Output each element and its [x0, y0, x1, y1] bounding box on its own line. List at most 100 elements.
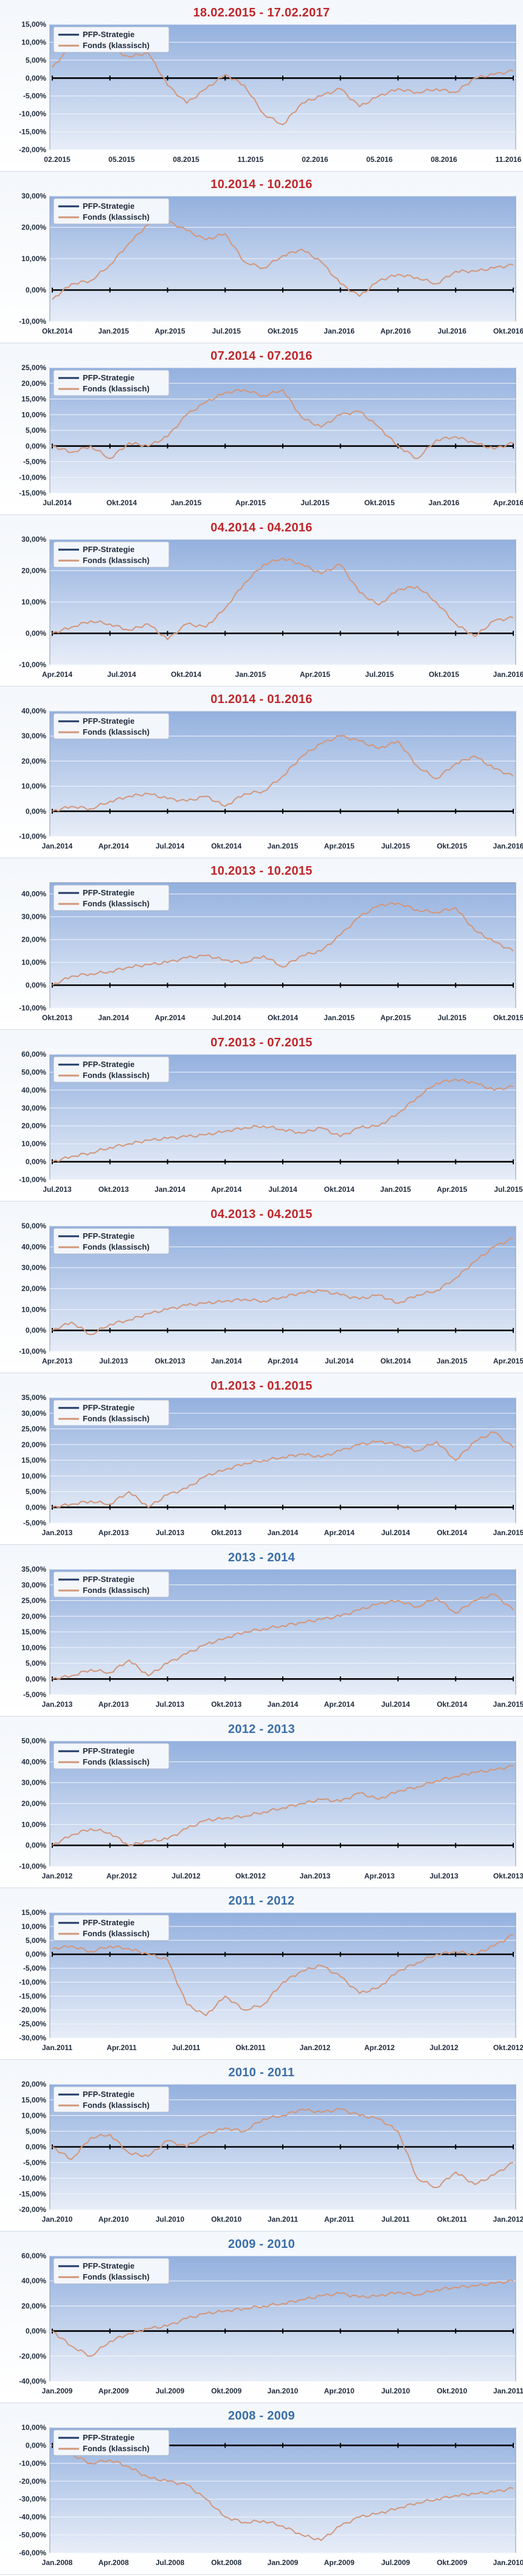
y-tick-label: 15,00% [21, 1628, 46, 1636]
x-tick-label: Jul.2013 [99, 1357, 128, 1365]
x-tick-label: Apr.2014 [154, 1013, 185, 1022]
y-tick-label: 0,00% [26, 2327, 46, 2336]
x-tick-label: Okt.2013 [211, 1528, 241, 1537]
line-chart: 10,00% 0,00% -10,00% -20,00% -30,00% -40,00% -… [19, 2423, 523, 2567]
chart-panel: 01.2014 - 01.2016 40,00% 30,00% 20,00% 10,00… [0, 687, 523, 858]
y-tick-label: -20,00% [19, 2352, 46, 2361]
x-tick-label: Jan.2014 [42, 842, 73, 850]
x-tick-label: Apr.2010 [324, 2387, 355, 2395]
x-tick-label: Okt.2015 [493, 1013, 523, 1022]
line-chart: 35,00% 30,00% 25,00% 20,00% 15,00% 10,00% 5,00… [21, 1393, 523, 1537]
x-tick-label: Jan.2016 [493, 842, 523, 850]
x-tick-label: 05.2016 [366, 155, 393, 164]
y-tick-label: 20,00% [21, 2301, 46, 2310]
x-tick-label: 05.2015 [108, 155, 135, 164]
x-tick-label: Jan.2012 [42, 1872, 73, 1880]
chart-panel: 04.2014 - 04.2016 30,00% 20,00% 10,00% 0,00%… [0, 515, 523, 687]
y-tick-label: 30,00% [21, 732, 46, 740]
x-tick-label: Jan.2011 [268, 2215, 298, 2224]
x-tick-label: Okt.2013 [42, 1013, 72, 1022]
y-tick-label: 20,00% [21, 2080, 46, 2088]
y-tick-label: -15,00% [19, 128, 46, 136]
x-tick-label: Okt.2012 [235, 1872, 266, 1880]
chart-title: 2010 - 2011 [228, 2066, 295, 2079]
y-tick-label: -30,00% [19, 2034, 46, 2042]
x-tick-label: Apr.2015 [300, 670, 330, 679]
x-tick-label: Jul.2009 [156, 2387, 185, 2395]
y-tick-label: 0,00% [26, 74, 46, 82]
y-tick-label: 0,00% [26, 2441, 46, 2449]
x-tick-label: Jan.2013 [42, 1528, 73, 1537]
x-tick-label: Apr.2010 [99, 2215, 129, 2224]
x-tick-label: Jul.2011 [381, 2215, 410, 2224]
y-tick-label: -10,00% [19, 1004, 46, 1012]
legend [53, 2086, 170, 2113]
legend-label: PFP-Strategie [83, 373, 134, 382]
legend-label: Fonds (klassisch) [83, 384, 150, 393]
x-tick-label: 02.2016 [302, 155, 328, 164]
chart-title: 18.02.2015 - 17.02.2017 [193, 6, 330, 19]
x-tick-label: Jan.2010 [268, 2387, 299, 2395]
chart-title: 2009 - 2010 [227, 2238, 296, 2251]
legend-label: PFP-Strategie [83, 888, 134, 897]
x-tick-label: Apr.2015 [154, 327, 185, 335]
y-tick-label: 0,00% [26, 1950, 46, 1959]
x-tick-label: Apr.2015 [437, 1185, 467, 1194]
x-tick-label: Jul.2015 [300, 499, 330, 507]
x-tick-label: Apr.2013 [99, 1700, 129, 1709]
y-tick-label: 40,00% [21, 890, 46, 898]
y-tick-label: 40,00% [21, 2277, 46, 2285]
y-tick-label: -15,00% [19, 2189, 46, 2198]
chart-panel: 10.2013 - 10.2015 40,00% 30,00% 20,00% 10,00… [0, 858, 523, 1030]
y-tick-label: -20,00% [19, 145, 46, 154]
x-tick-label: Apr.2013 [99, 1528, 129, 1537]
x-tick-label: Okt.2013 [211, 1700, 241, 1709]
y-tick-label: 5,00% [26, 1936, 46, 1945]
legend [53, 369, 170, 396]
x-tick-label: Jul.2010 [156, 2215, 185, 2224]
y-tick-label: 0,00% [26, 1675, 46, 1683]
x-tick-label: Apr.2014 [324, 1700, 355, 1709]
chart-title: 10.2014 - 10.2016 [210, 178, 313, 191]
x-tick-label: Apr.2011 [106, 2043, 137, 2052]
legend-label: Fonds (klassisch) [83, 1929, 150, 1938]
y-tick-label: 30,00% [21, 535, 46, 544]
y-tick-label: -25,00% [19, 2020, 46, 2028]
y-tick-label: -5,00% [23, 1690, 46, 1699]
legend-label: PFP-Strategie [83, 2090, 134, 2099]
x-tick-label: Jul.2015 [381, 842, 410, 850]
line-chart: 20,00% 15,00% 10,00% 5,00% 0,00% -5,00% -10,00… [19, 2080, 523, 2224]
legend [53, 2258, 170, 2284]
x-tick-label: Okt.2013 [154, 1357, 185, 1365]
x-tick-label: Apr.2014 [42, 670, 72, 679]
y-tick-label: 20,00% [21, 1440, 46, 1449]
x-tick-label: Apr.2014 [211, 1185, 241, 1194]
x-tick-label: Jan.2009 [268, 2558, 299, 2567]
y-tick-label: 10,00% [21, 1305, 46, 1314]
x-tick-label: Apr.2012 [106, 1872, 137, 1880]
y-tick-label: 0,00% [26, 629, 46, 638]
x-tick-label: Jul.2012 [171, 1872, 201, 1880]
legend-label: PFP-Strategie [83, 1060, 134, 1069]
y-tick-label: -10,00% [19, 660, 46, 669]
y-tick-label: 10,00% [21, 254, 46, 263]
y-tick-label: -10,00% [19, 1175, 46, 1184]
x-tick-label: Apr.2011 [324, 2215, 355, 2224]
y-tick-label: 20,00% [21, 1122, 46, 1130]
line-chart: 40,00%30,00%20,00%10,00%0,00%-10,00%Jan.… [19, 707, 523, 850]
x-tick-label: Jul.2014 [156, 842, 185, 850]
y-tick-label: 30,00% [21, 1409, 46, 1418]
y-tick-label: -5,00% [23, 458, 46, 466]
y-tick-label: -10,00% [19, 832, 46, 841]
y-tick-label: -5,00% [23, 92, 46, 100]
line-chart: 25,00% 20,00% 15,00% 10,00% 5,00% 0,00% -5,00%… [19, 363, 523, 507]
series-line-fonds [52, 38, 514, 125]
x-tick-label: Apr.2009 [99, 2387, 129, 2395]
x-tick-label: Okt.2011 [437, 2215, 468, 2224]
x-tick-label: Okt.2010 [437, 2387, 467, 2395]
line-chart: 60,00% 50,00% 40,00% 30,00% 20,00% 10,00% 0,00… [19, 1050, 523, 1194]
x-tick-label: 08.2015 [173, 155, 199, 164]
chart-title: 01.2013 - 01.2015 [210, 1379, 313, 1393]
legend [53, 1056, 170, 1083]
